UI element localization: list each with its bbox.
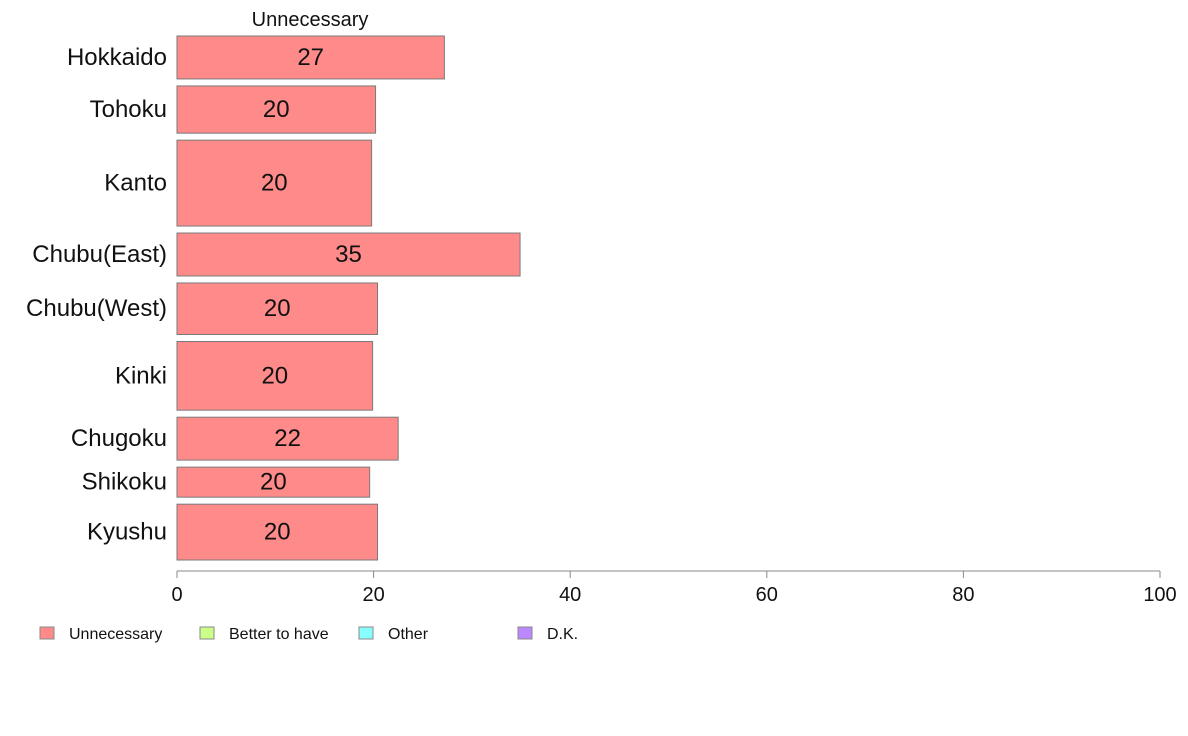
bar-value-label: 20: [261, 170, 288, 197]
bar: [176, 416, 399, 461]
legend: Unnecessary Better to have Other D.K.: [39, 626, 578, 643]
x-tick-label: 40: [559, 584, 581, 606]
category-label: Kinki: [115, 362, 167, 389]
legend-swatch: [517, 626, 533, 640]
legend-label: D.K.: [547, 626, 578, 643]
category-label: Chubu(East): [32, 241, 167, 268]
bar: [176, 232, 521, 277]
bars: Hokkaido 27 Tohoku 20 Kanto 20 Chubu(East) 35 Ch…: [26, 35, 521, 561]
category-label: Tohoku: [90, 96, 167, 123]
bar-value-label: 20: [264, 295, 291, 322]
legend-swatch: [39, 626, 55, 640]
bar-value-label: 27: [297, 44, 324, 71]
column-title: Unnecessary: [252, 9, 369, 31]
bar-value-label: 20: [263, 96, 290, 123]
x-axis: 0 20 40 60 80 100: [171, 570, 1177, 606]
legend-swatch: [358, 626, 374, 640]
x-tick-label: 60: [756, 584, 778, 606]
bar-value-label: 20: [261, 362, 288, 389]
category-label: Kyushu: [87, 519, 167, 546]
category-label: Hokkaido: [67, 44, 167, 71]
category-label: Kanto: [104, 170, 167, 197]
legend-label: Unnecessary: [69, 626, 162, 643]
bar: [176, 35, 445, 80]
x-tick-label: 20: [362, 584, 384, 606]
legend-label: Other: [388, 626, 429, 643]
category-label: Chubu(West): [26, 295, 167, 322]
bar: [176, 85, 377, 134]
category-label: Chugoku: [71, 425, 167, 452]
bar: [176, 466, 371, 498]
bar: [176, 139, 373, 227]
bar-value-label: 20: [260, 469, 287, 496]
bar-value-label: 22: [274, 425, 301, 452]
legend-label: Better to have: [229, 626, 329, 643]
bar: [176, 503, 379, 561]
bar: [176, 340, 374, 411]
bar: [176, 282, 379, 335]
legend-swatch: [199, 626, 215, 640]
x-tick-label: 0: [171, 584, 182, 606]
x-tick-label: 80: [952, 584, 974, 606]
category-label: Shikoku: [82, 469, 167, 496]
bar-value-label: 35: [335, 241, 362, 268]
x-tick-label: 100: [1143, 584, 1176, 606]
bar-value-label: 20: [264, 519, 291, 546]
